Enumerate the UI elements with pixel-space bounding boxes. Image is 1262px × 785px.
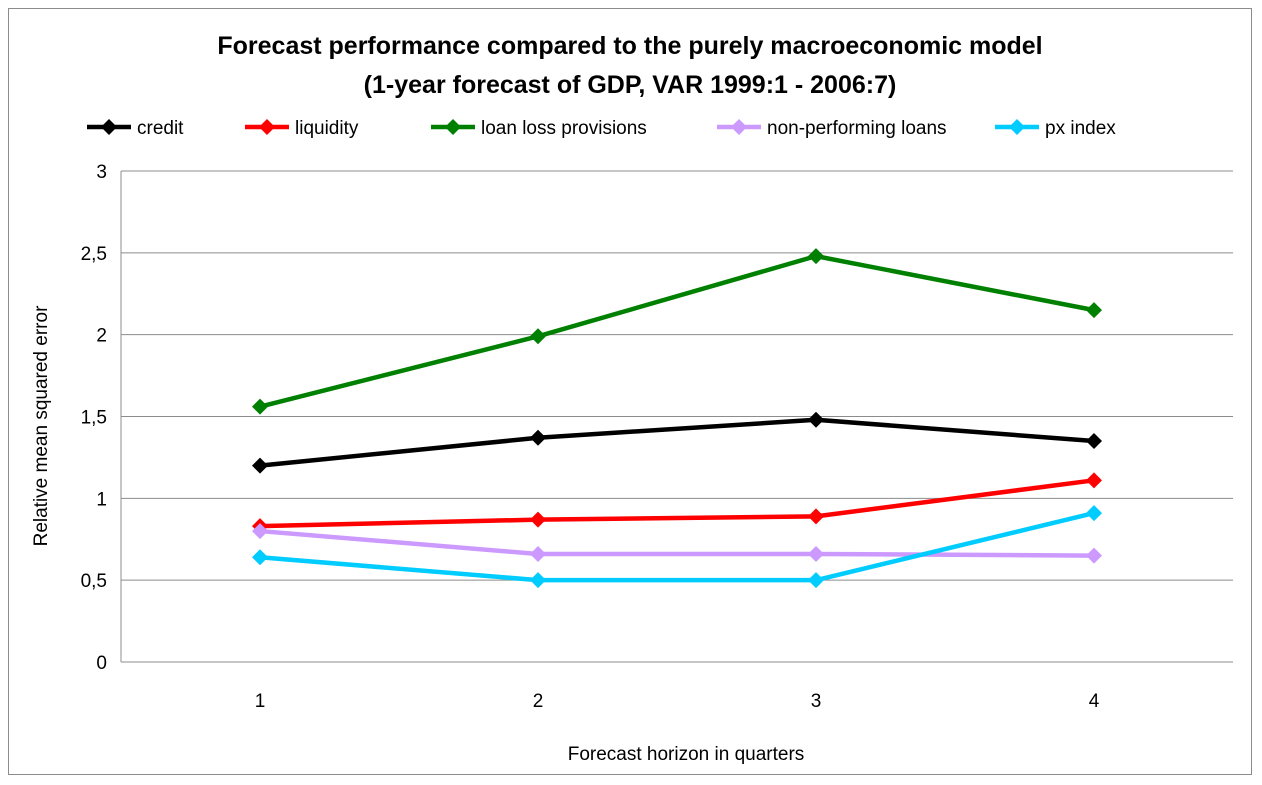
data-point [1086,547,1102,564]
data-point [808,545,824,562]
legend-label: liquidity [295,118,359,139]
chart-frame: Forecast performance compared to the pur… [8,8,1252,775]
legend-item: non-performing loans [717,118,947,139]
series-line [259,417,1095,468]
legend-item: loan loss provisions [431,118,647,139]
series-loan-loss-provisions [252,248,1102,415]
data-point [808,248,824,265]
x-axis-title: Forecast horizon in quarters [568,744,805,765]
y-tick-label: 0 [96,653,107,674]
data-point [530,511,546,528]
data-point [1086,472,1102,489]
y-tick-label: 3 [96,162,107,183]
x-tick-label: 3 [811,691,822,712]
series-line [259,253,1095,409]
x-tick-label: 2 [533,691,544,712]
data-point [1086,302,1102,319]
legend-marker [259,119,275,135]
x-tick-label: 1 [255,691,266,712]
legend-label: loan loss provisions [481,118,647,139]
data-point [808,572,824,589]
legend-label: px index [1045,118,1116,139]
legend-item: credit [87,118,184,139]
y-tick-label: 2 [96,326,107,347]
y-tick-labels: 0 0,5 1 1,5 2 2,5 3 [81,162,107,674]
data-point [530,545,546,562]
series-line [259,510,1095,583]
data-point [1086,505,1102,522]
data-point [252,523,268,540]
legend-label: credit [137,118,184,139]
series-layer [252,248,1102,589]
y-tick-label: 2,5 [81,244,107,265]
series-px-index [252,505,1102,589]
data-point [1086,433,1102,450]
series-non-performing-loans [252,523,1102,564]
legend-item: px index [995,118,1116,139]
x-tick-label: 4 [1089,691,1100,712]
y-axis-title: Relative mean squared error [31,305,52,546]
data-point [808,508,824,525]
legend-label: non-performing loans [767,118,947,139]
chart-title-line2: (1-year forecast of GDP, VAR 1999:1 - 20… [364,71,897,99]
data-point [252,549,268,566]
series-credit [252,411,1102,474]
x-tick-labels: 1 2 3 4 [255,691,1100,712]
chart-title-line1: Forecast performance compared to the pur… [217,32,1042,60]
legend-marker [731,119,747,135]
y-tick-label: 1,5 [81,408,107,429]
data-point [252,457,268,474]
data-point [530,328,546,345]
data-point [530,429,546,446]
data-point [530,572,546,589]
data-point [252,398,268,415]
data-point [808,411,824,428]
y-tick-label: 0,5 [81,571,107,592]
chart-svg: Forecast performance compared to the pur… [31,32,1233,765]
legend: credit liquidity loan loss provisions non-p… [87,118,1116,139]
legend-marker [101,119,117,135]
series-line [259,528,1095,558]
legend-marker [445,119,461,135]
series-liquidity [252,472,1102,535]
series-line [259,478,1095,529]
legend-item: liquidity [245,118,359,139]
legend-marker [1009,119,1025,135]
y-tick-label: 1 [96,489,107,510]
